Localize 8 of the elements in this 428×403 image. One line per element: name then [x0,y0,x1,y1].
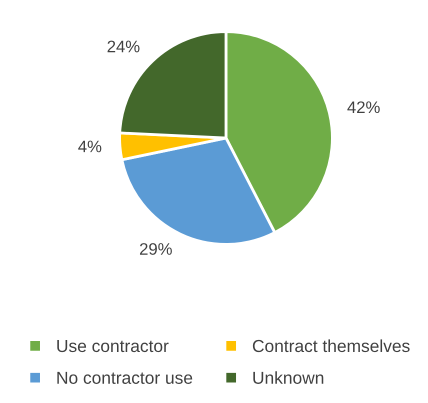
data-label: 29% [140,243,172,255]
data-label: 42% [347,101,380,114]
data-label: 24% [108,40,140,52]
legend-label: Contract themselves [252,339,410,352]
legend-label: Unknown [253,371,324,384]
data-label: 4% [78,140,102,152]
legend-label: Use contractor [57,340,169,352]
legend-label: No contractor use [57,372,192,384]
